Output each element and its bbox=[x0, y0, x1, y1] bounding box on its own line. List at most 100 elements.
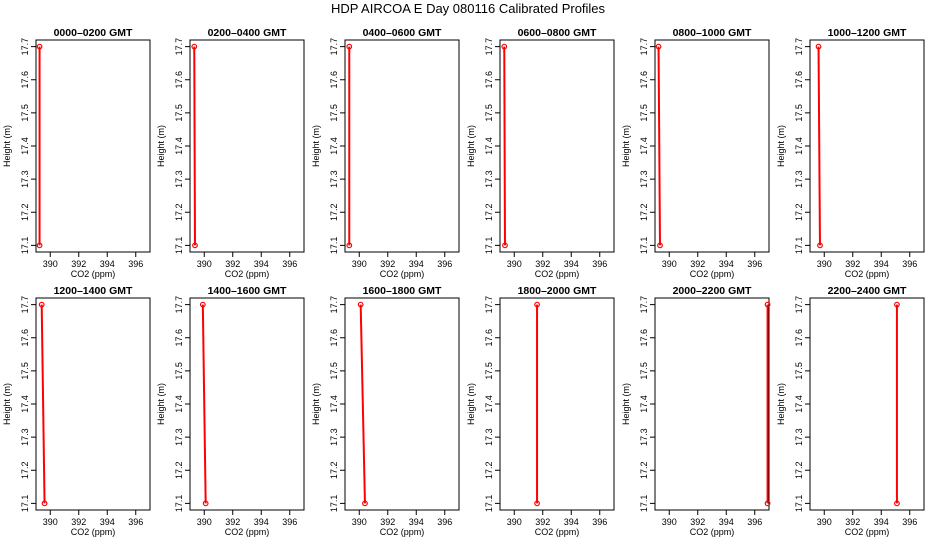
x-tick-label: 392 bbox=[71, 517, 86, 527]
y-tick-label: 17.6 bbox=[20, 71, 30, 89]
y-tick-label: 17.2 bbox=[484, 203, 494, 221]
panel-title: 1600–1800 GMT bbox=[363, 285, 442, 297]
x-tick-label: 390 bbox=[43, 517, 58, 527]
y-tick-label: 17.2 bbox=[20, 203, 30, 221]
y-tick-label: 17.5 bbox=[794, 362, 804, 380]
y-tick-label: 17.1 bbox=[174, 237, 184, 255]
y-tick-label: 17.1 bbox=[794, 495, 804, 513]
x-tick-label: 396 bbox=[592, 259, 607, 269]
x-tick-label: 392 bbox=[71, 259, 86, 269]
x-tick-label: 392 bbox=[535, 517, 550, 527]
y-tick-label: 17.4 bbox=[174, 137, 184, 155]
x-tick-label: 392 bbox=[845, 517, 860, 527]
profile-point bbox=[764, 301, 771, 308]
x-axis-label: CO2 (ppm) bbox=[71, 269, 116, 279]
profile-point bbox=[38, 301, 45, 308]
profile-point bbox=[41, 500, 48, 507]
profile-line bbox=[359, 304, 366, 504]
y-axis-label: Height (m) bbox=[156, 125, 166, 167]
plot-frame bbox=[809, 39, 925, 253]
x-tick-label: 390 bbox=[352, 517, 367, 527]
y-tick-label: 17.6 bbox=[639, 329, 649, 347]
profile-point bbox=[36, 242, 43, 249]
x-tick-label: 392 bbox=[225, 259, 240, 269]
y-tick-label: 17.5 bbox=[484, 104, 494, 122]
profile-point bbox=[817, 242, 823, 249]
y-tick-label: 17.7 bbox=[174, 296, 184, 314]
panel-title: 1000–1200 GMT bbox=[828, 27, 907, 39]
x-tick-label: 394 bbox=[254, 259, 269, 269]
y-tick-label: 17.7 bbox=[20, 296, 30, 314]
x-tick-label: 392 bbox=[380, 517, 395, 527]
y-tick-label: 17.1 bbox=[20, 237, 30, 255]
panel-4: 0600–0800 GMT 390 392 394 396 CO2 (ppm) 17.1 17… bbox=[466, 27, 615, 279]
x-tick-label: 394 bbox=[100, 517, 115, 527]
plot-frame bbox=[654, 297, 770, 511]
y-tick-label: 17.5 bbox=[20, 362, 30, 380]
x-tick-label: 396 bbox=[437, 517, 452, 527]
x-axis-label: CO2 (ppm) bbox=[380, 269, 425, 279]
profile-point bbox=[36, 43, 43, 50]
x-tick-label: 390 bbox=[817, 517, 832, 527]
plot-frame bbox=[189, 39, 305, 253]
y-tick-label: 17.7 bbox=[174, 38, 184, 56]
y-tick-label: 17.1 bbox=[484, 495, 494, 513]
y-axis-label: Height (m) bbox=[621, 383, 631, 425]
panel-10: 1800–2000 GMT 390 392 394 396 CO2 (ppm) 17.1 17… bbox=[466, 285, 615, 537]
x-tick-label: 394 bbox=[409, 259, 424, 269]
y-tick-label: 17.3 bbox=[329, 428, 339, 446]
y-tick-label: 17.7 bbox=[639, 296, 649, 314]
profile-line bbox=[193, 46, 196, 246]
y-tick-label: 17.1 bbox=[20, 495, 30, 513]
y-tick-label: 17.4 bbox=[794, 137, 804, 155]
y-tick-label: 17.5 bbox=[329, 104, 339, 122]
y-axis-label: Height (m) bbox=[466, 125, 476, 167]
y-tick-label: 17.6 bbox=[484, 71, 494, 89]
profile-line bbox=[817, 46, 821, 246]
profile-point bbox=[192, 242, 198, 249]
plot-frame bbox=[344, 39, 460, 253]
y-tick-label: 17.7 bbox=[794, 38, 804, 56]
y-tick-label: 17.1 bbox=[639, 495, 649, 513]
y-tick-label: 17.5 bbox=[639, 362, 649, 380]
plot-frame bbox=[35, 297, 151, 511]
panel-7: 1200–1400 GMT 390 392 394 396 CO2 (ppm) 17.1 17… bbox=[2, 285, 151, 537]
y-tick-label: 17.2 bbox=[20, 461, 30, 479]
x-tick-label: 394 bbox=[874, 517, 889, 527]
y-tick-label: 17.3 bbox=[794, 170, 804, 188]
y-tick-label: 17.2 bbox=[794, 461, 804, 479]
y-tick-label: 17.5 bbox=[639, 104, 649, 122]
x-tick-label: 396 bbox=[437, 259, 452, 269]
y-tick-label: 17.4 bbox=[639, 395, 649, 413]
y-axis-label: Height (m) bbox=[466, 383, 476, 425]
profile-line bbox=[657, 46, 661, 246]
panel-9: 1600–1800 GMT 390 392 394 396 CO2 (ppm) 17.1 17… bbox=[311, 285, 460, 537]
y-tick-label: 17.4 bbox=[484, 395, 494, 413]
y-axis-label: Height (m) bbox=[776, 125, 786, 167]
panel-title: 2000–2200 GMT bbox=[673, 285, 752, 297]
profile-point bbox=[894, 301, 900, 308]
profile-point bbox=[815, 43, 822, 50]
y-tick-label: 17.6 bbox=[329, 329, 339, 347]
y-tick-label: 17.2 bbox=[174, 461, 184, 479]
y-tick-label: 17.4 bbox=[484, 137, 494, 155]
y-tick-label: 17.5 bbox=[174, 362, 184, 380]
y-tick-label: 17.7 bbox=[329, 38, 339, 56]
profile-point bbox=[894, 500, 900, 507]
x-tick-label: 394 bbox=[409, 517, 424, 527]
y-tick-label: 17.4 bbox=[329, 137, 339, 155]
x-tick-label: 396 bbox=[902, 259, 917, 269]
x-tick-label: 396 bbox=[128, 517, 143, 527]
y-tick-label: 17.3 bbox=[639, 170, 649, 188]
profile-point bbox=[199, 301, 206, 308]
profile-line bbox=[503, 46, 506, 246]
y-tick-label: 17.5 bbox=[794, 104, 804, 122]
panel-11: 2000–2200 GMT 390 392 394 396 CO2 (ppm) 17.1 17… bbox=[621, 285, 771, 537]
y-tick-label: 17.7 bbox=[639, 38, 649, 56]
plot-frame bbox=[654, 39, 770, 253]
x-axis-label: CO2 (ppm) bbox=[225, 269, 270, 279]
y-tick-label: 17.7 bbox=[329, 296, 339, 314]
panel-title: 1200–1400 GMT bbox=[54, 285, 133, 297]
plot-frame bbox=[499, 39, 615, 253]
x-tick-label: 396 bbox=[902, 517, 917, 527]
